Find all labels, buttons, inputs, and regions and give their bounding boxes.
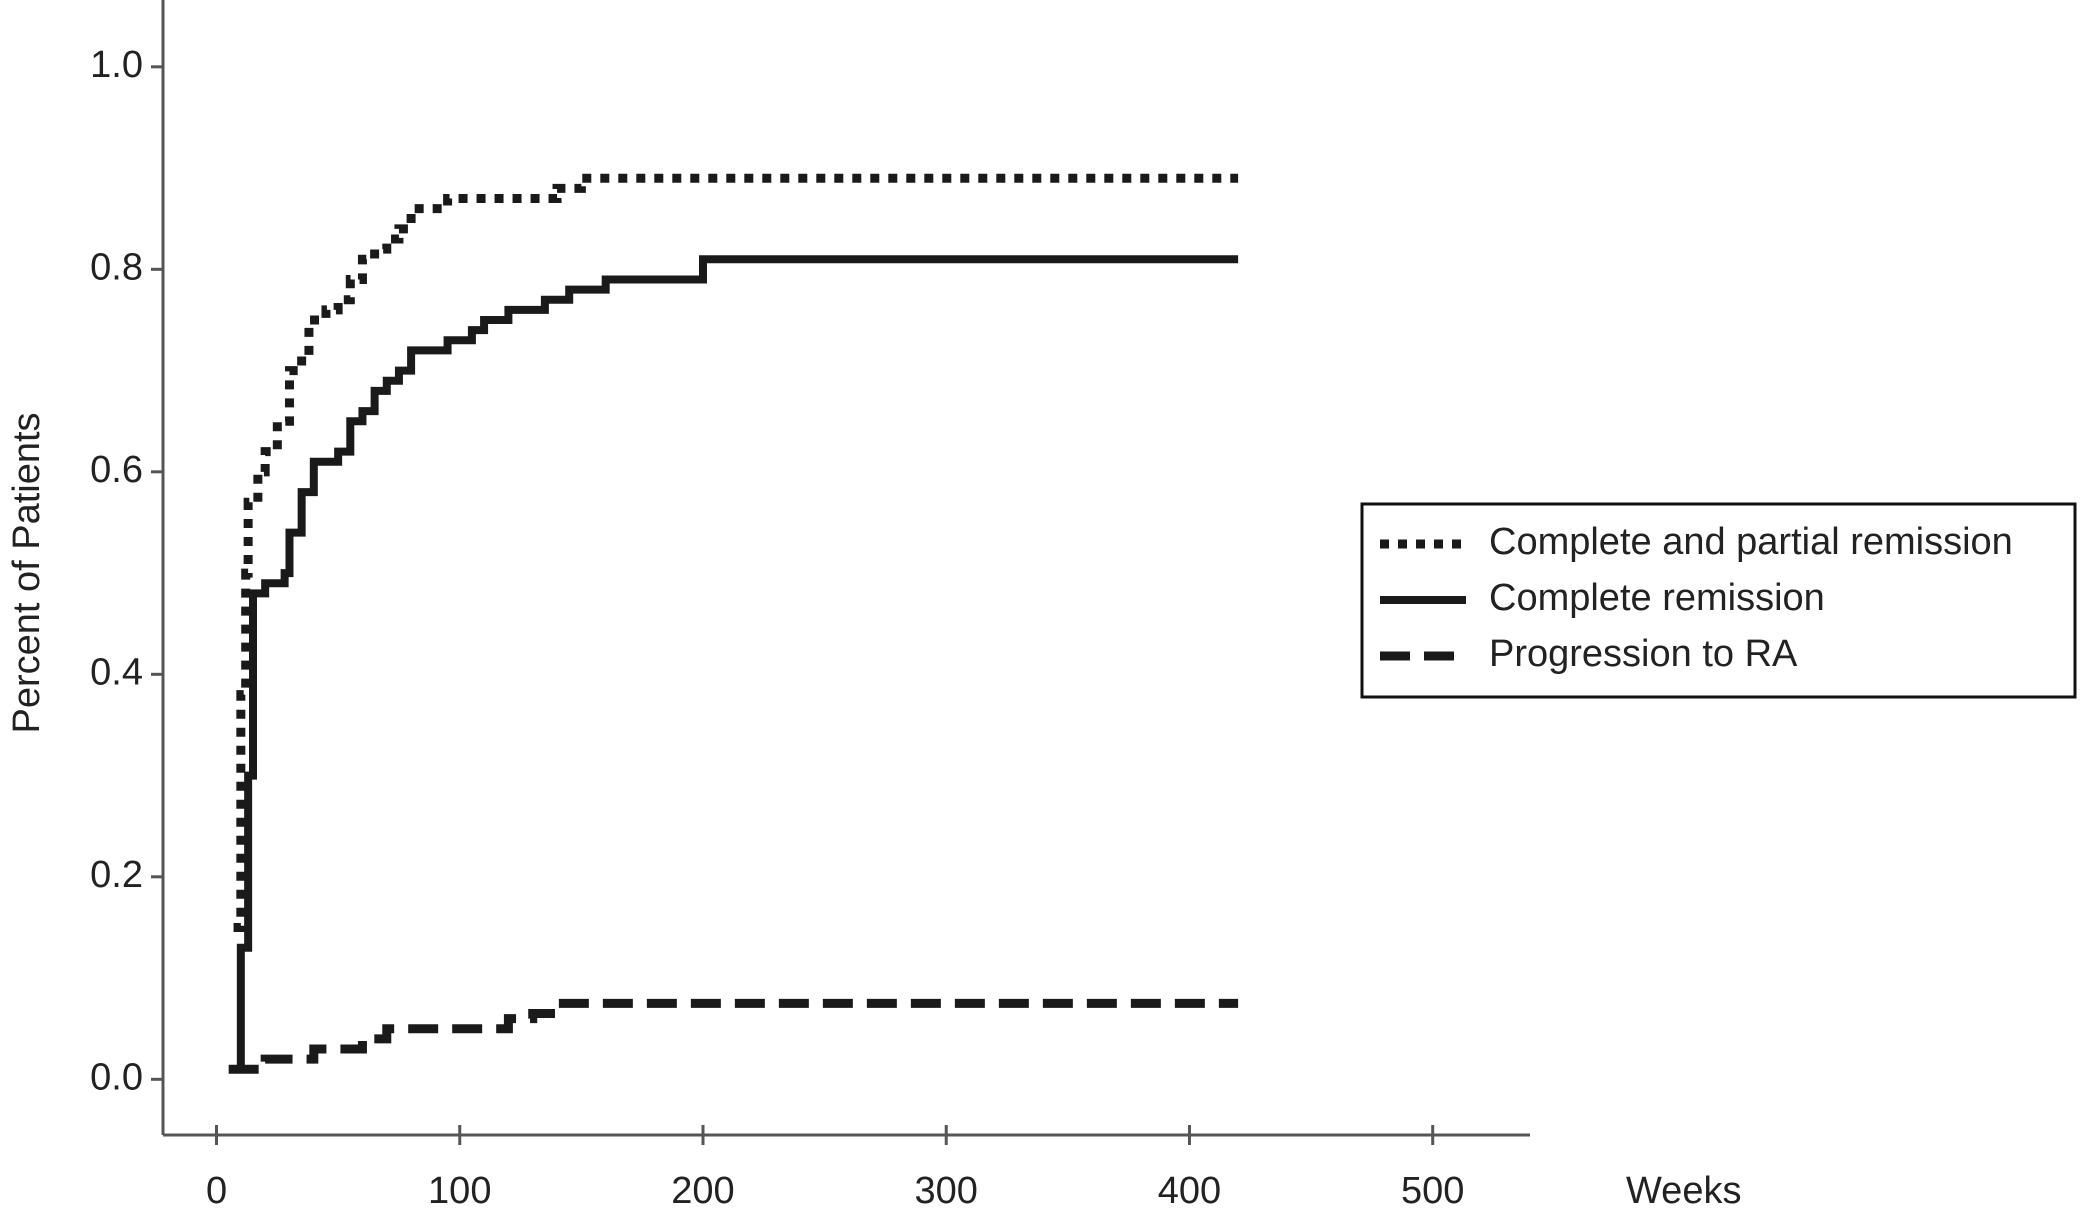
series-line: [228, 998, 1239, 1074]
y-axis-label: Percent of Patients: [6, 412, 48, 733]
x-tick-label: 100: [428, 1170, 491, 1212]
y-tick-label: 0.2: [90, 854, 143, 896]
x-tick-label: 500: [1401, 1170, 1464, 1212]
x-tick-label: 400: [1158, 1170, 1221, 1212]
series-line: [233, 173, 1239, 932]
y-tick-label: 0.4: [90, 651, 143, 693]
legend-box: [1360, 502, 2077, 699]
x-tick-label: 300: [915, 1170, 978, 1212]
x-axis-label: Weeks: [1626, 1170, 1741, 1212]
legend-label: Progression to RA: [1489, 633, 1798, 675]
y-tick-label: 0.0: [90, 1056, 143, 1098]
y-tick-label: 1.0: [90, 44, 143, 86]
x-tick-label: 0: [206, 1170, 227, 1212]
y-tick-label: 0.6: [90, 449, 143, 491]
y-tick-label: 0.8: [90, 246, 143, 288]
legend-label: Complete and partial remission: [1489, 521, 2013, 563]
x-tick-label: 200: [671, 1170, 734, 1212]
series-line: [235, 255, 1239, 1074]
legend-label: Complete remission: [1489, 577, 1825, 619]
